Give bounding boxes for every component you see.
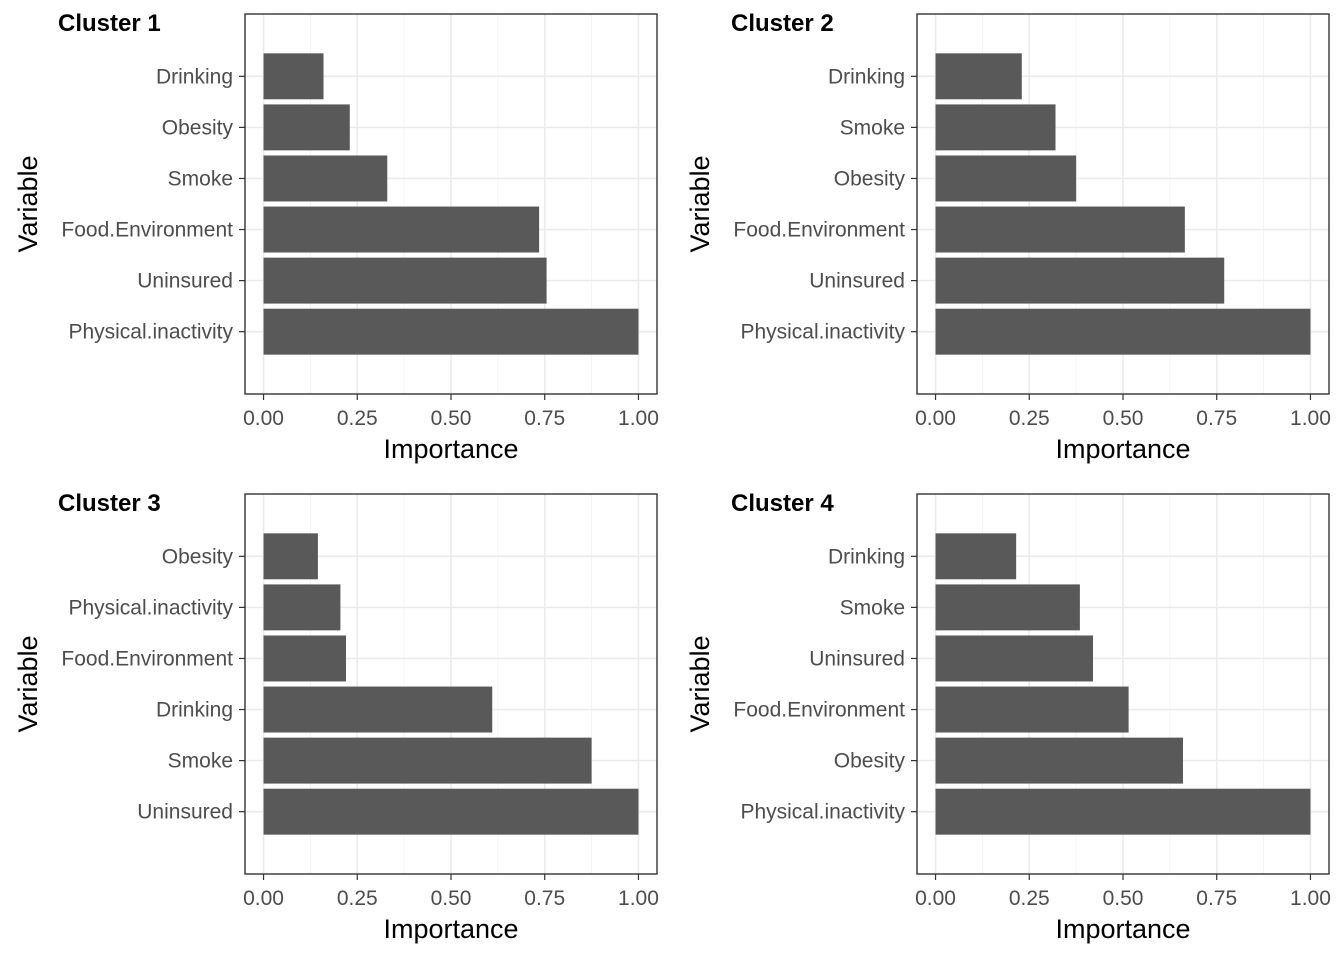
bar-physical-inactivity [263, 308, 639, 355]
y-tick-label: Physical.inactivity [68, 321, 233, 344]
bar-smoke [935, 104, 1056, 151]
x-tick-label: 0.50 [1103, 407, 1144, 430]
x-tick-label: 0.75 [1196, 407, 1237, 430]
y-tick-label: Food.Environment [733, 219, 905, 242]
y-tick-label: Drinking [156, 699, 233, 722]
x-tick-label: 0.25 [337, 887, 378, 910]
x-tick-label: 0.25 [1009, 887, 1050, 910]
x-tick-label: 0.00 [243, 887, 284, 910]
x-tick-label: 0.00 [243, 407, 284, 430]
y-axis-title: Variable [685, 635, 715, 732]
y-axis-title: Variable [685, 155, 715, 252]
x-tick-label: 0.50 [431, 407, 472, 430]
x-tick-label: 0.50 [1103, 887, 1144, 910]
x-axis-title: Importance [383, 914, 518, 944]
bar-smoke [263, 155, 388, 202]
x-tick-label: 0.75 [524, 407, 565, 430]
panel-title: Cluster 2 [731, 10, 834, 37]
panel-title: Cluster 3 [58, 490, 161, 517]
y-tick-label: Food.Environment [61, 219, 233, 242]
y-tick-label: Obesity [162, 545, 234, 568]
y-tick-label: Uninsured [137, 270, 233, 293]
bar-food-environment [263, 206, 540, 253]
chart-panel-4: Drinking Smoke Uninsured Food.Environment Ob… [685, 490, 1331, 944]
bar-drinking [263, 686, 493, 733]
y-tick-label: Food.Environment [733, 699, 905, 722]
bar-food-environment [935, 686, 1129, 733]
x-tick-label: 0.75 [1196, 887, 1237, 910]
y-tick-label: Smoke [840, 596, 905, 619]
x-tick-label: 0.00 [915, 407, 956, 430]
x-tick-label: 0.25 [1009, 407, 1050, 430]
y-tick-label: Obesity [834, 167, 906, 190]
x-tick-label: 1.00 [618, 887, 659, 910]
y-tick-label: Physical.inactivity [740, 801, 905, 824]
x-axis-title: Importance [1055, 914, 1190, 944]
y-tick-label: Food.Environment [61, 647, 233, 670]
bar-physical-inactivity [263, 584, 341, 631]
bar-obesity [263, 533, 318, 580]
y-tick-label: Uninsured [137, 801, 233, 824]
bar-physical-inactivity [935, 308, 1311, 355]
bar-uninsured [263, 257, 547, 304]
bar-physical-inactivity [935, 788, 1311, 835]
x-tick-label: 0.75 [524, 887, 565, 910]
chart-panel-2: Drinking Smoke Obesity Food.Environment Unin… [685, 10, 1331, 464]
y-tick-label: Drinking [156, 65, 233, 88]
y-tick-label: Smoke [168, 167, 233, 190]
y-axis-title: Variable [13, 635, 43, 732]
y-tick-label: Uninsured [809, 647, 905, 670]
bar-obesity [935, 155, 1077, 202]
y-tick-label: Drinking [828, 65, 905, 88]
y-axis-title: Variable [13, 155, 43, 252]
bar-smoke [263, 737, 592, 784]
y-tick-label: Physical.inactivity [68, 596, 233, 619]
y-tick-label: Uninsured [809, 270, 905, 293]
y-tick-label: Drinking [828, 545, 905, 568]
y-tick-label: Smoke [168, 750, 233, 773]
bar-food-environment [263, 635, 347, 682]
bar-obesity [263, 104, 350, 151]
y-tick-label: Smoke [840, 116, 905, 139]
y-tick-label: Obesity [162, 116, 234, 139]
bar-drinking [935, 533, 1017, 580]
bar-uninsured [263, 788, 639, 835]
bar-drinking [263, 53, 324, 100]
chart-panel-1: Drinking Obesity Smoke Food.Environment Unin… [13, 10, 659, 464]
y-tick-label: Physical.inactivity [740, 321, 905, 344]
x-axis-title: Importance [383, 434, 518, 464]
x-tick-label: 1.00 [618, 407, 659, 430]
x-axis-title: Importance [1055, 434, 1190, 464]
bar-drinking [935, 53, 1022, 100]
x-tick-label: 0.25 [337, 407, 378, 430]
chart-panel-3: Obesity Physical.inactivity Food.Environme… [13, 490, 659, 944]
y-tick-label: Obesity [834, 750, 906, 773]
bar-obesity [935, 737, 1183, 784]
bar-uninsured [935, 257, 1225, 304]
x-tick-label: 0.50 [431, 887, 472, 910]
panel-title: Cluster 1 [58, 10, 161, 37]
bar-uninsured [935, 635, 1094, 682]
x-tick-label: 1.00 [1290, 887, 1331, 910]
panel-title: Cluster 4 [731, 490, 834, 517]
bar-smoke [935, 584, 1080, 631]
x-tick-label: 0.00 [915, 887, 956, 910]
bar-food-environment [935, 206, 1185, 253]
x-tick-label: 1.00 [1290, 407, 1331, 430]
